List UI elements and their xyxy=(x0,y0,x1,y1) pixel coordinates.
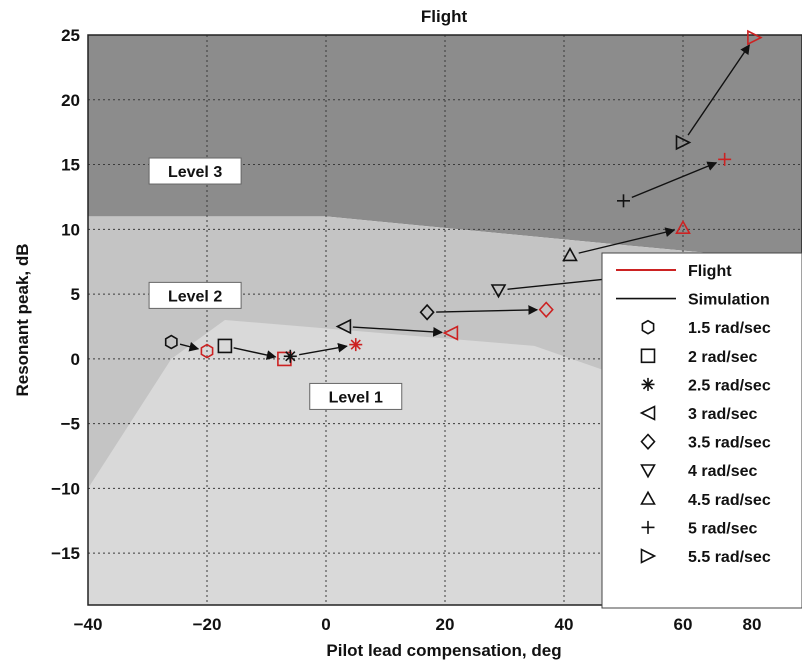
arrow xyxy=(436,305,539,315)
arrow xyxy=(578,227,676,254)
y-tick-label: 5 xyxy=(71,285,80,304)
y-tick-label: 15 xyxy=(61,156,80,175)
legend-series-label: 4.5 rad/sec xyxy=(688,492,771,509)
plot-frame xyxy=(87,34,802,606)
marker-simulation xyxy=(283,349,297,363)
legend-series-label: 2.5 rad/sec xyxy=(688,377,771,394)
legend-marker xyxy=(639,405,656,421)
arrow xyxy=(687,44,750,136)
legend: Flight Simulation 1.5 rad/sec 2 rad/sec 2.5 … xyxy=(601,252,802,609)
marker-simulation xyxy=(617,194,630,208)
x-tick-label: −40 xyxy=(74,615,103,634)
arrow xyxy=(631,161,718,199)
legend-marker xyxy=(640,464,656,479)
level-label: Level 2 xyxy=(168,288,222,305)
y-tick-label: −5 xyxy=(61,415,80,434)
legend-series-label: 5 rad/sec xyxy=(688,520,757,537)
legend-series-label: 1.5 rad/sec xyxy=(688,320,771,337)
arrows xyxy=(179,44,750,360)
x-axis-ticks: −40 −20 0 20 40 60 80 xyxy=(74,615,762,634)
marker-flight xyxy=(200,343,214,359)
marker-simulation xyxy=(217,338,233,354)
marker-simulation xyxy=(675,134,692,151)
y-tick-label: 10 xyxy=(61,220,80,239)
arrow xyxy=(233,347,277,360)
legend-series-label: 3.5 rad/sec xyxy=(688,435,771,452)
x-axis-label: Pilot lead compensation, deg xyxy=(326,641,561,660)
arrow xyxy=(507,274,616,290)
legend-marker xyxy=(640,433,656,450)
level-label-box xyxy=(309,382,403,410)
region-level-1 xyxy=(88,320,683,605)
marker-flight xyxy=(349,338,363,352)
arrow xyxy=(352,326,443,337)
arrow xyxy=(179,341,200,352)
marker-simulation xyxy=(419,303,435,321)
legend-box xyxy=(601,252,802,609)
legend-simulation-label: Simulation xyxy=(688,292,770,309)
y-tick-label: 0 xyxy=(71,350,80,369)
marker-flight xyxy=(747,29,763,46)
legend-series-label: 5.5 rad/sec xyxy=(688,549,771,566)
y-axis-ticks: −15 −10 −5 0 5 10 15 20 25 xyxy=(51,26,80,563)
marker-simulation xyxy=(335,318,352,335)
marker-simulation xyxy=(562,247,578,262)
y-axis-label: Resonant peak, dB xyxy=(13,243,32,396)
legend-marker xyxy=(640,348,656,364)
x-tick-label: 60 xyxy=(674,615,693,634)
marker-simulation xyxy=(164,334,178,350)
level-label: Level 1 xyxy=(329,389,383,406)
arrow xyxy=(299,342,348,356)
legend-series-label: 3 rad/sec xyxy=(688,406,757,423)
legend-flight-label: Flight xyxy=(688,263,732,280)
y-tick-label: 20 xyxy=(61,91,80,110)
legend-marker xyxy=(640,548,657,564)
legend-series-label: 2 rad/sec xyxy=(688,349,757,366)
legend-marker xyxy=(641,377,655,391)
x-tick-label: 0 xyxy=(321,615,330,634)
x-tick-label: 20 xyxy=(436,615,455,634)
legend-series-label: 4 rad/sec xyxy=(688,463,757,480)
y-tick-label: 25 xyxy=(61,26,80,45)
x-tick-label: 40 xyxy=(555,615,574,634)
marker-flight xyxy=(718,152,732,166)
legend-marker xyxy=(641,319,655,335)
chart-title: Flight xyxy=(421,7,468,26)
marker-simulation xyxy=(490,284,507,299)
legend-marker xyxy=(640,490,656,505)
x-tick-label: 80 xyxy=(743,615,762,634)
x-tick-label: −20 xyxy=(193,615,222,634)
level-label-box xyxy=(148,157,242,185)
marker-flight xyxy=(538,301,554,318)
level-label: Level 3 xyxy=(168,164,222,181)
y-tick-label: −10 xyxy=(51,479,80,498)
marker-flight xyxy=(442,325,459,341)
marker-flight xyxy=(675,219,691,234)
level-label-box xyxy=(148,281,242,309)
level-labels: Level 3 Level 2 Level 1 xyxy=(148,157,403,410)
legend-marker xyxy=(641,520,655,534)
y-tick-label: −15 xyxy=(51,544,80,563)
